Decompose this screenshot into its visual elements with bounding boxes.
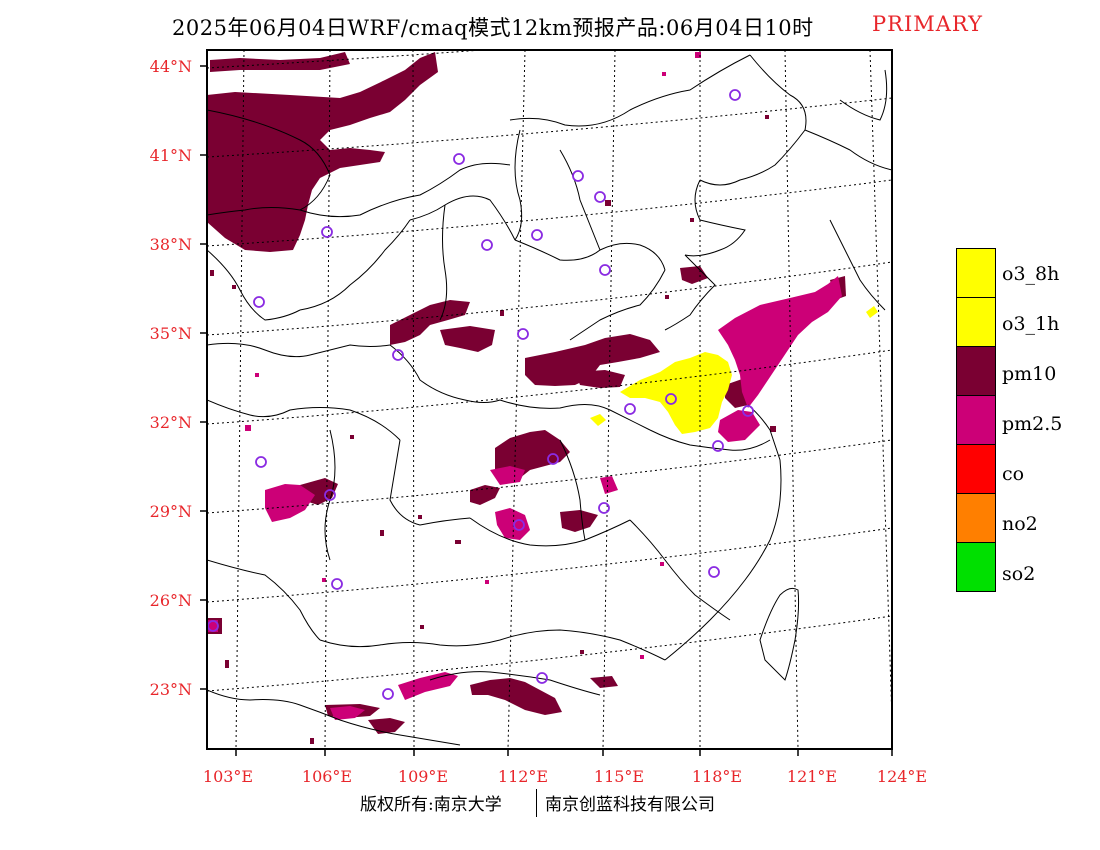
- pm25-areas: [207, 276, 842, 720]
- lon-label: 112°E: [498, 767, 548, 786]
- legend-swatch-pm10: [956, 346, 996, 396]
- map-frame: [206, 49, 893, 750]
- primary-tag: PRIMARY: [872, 12, 983, 36]
- legend-swatch-co: [956, 444, 996, 494]
- lat-label: 23°N: [150, 680, 192, 699]
- latitude-labels: 44°N 41°N 38°N 35°N 32°N 29°N 26°N 23°N: [150, 57, 192, 699]
- legend-swatch-no2: [956, 493, 996, 543]
- lon-label: 118°E: [692, 767, 742, 786]
- legend-label: o3_8h: [1002, 263, 1060, 285]
- legend-label: co: [1002, 463, 1025, 485]
- lat-label: 38°N: [150, 235, 192, 254]
- scattered-cells: [210, 52, 776, 744]
- o3-areas: [590, 306, 878, 434]
- lon-label: 106°E: [302, 767, 352, 786]
- lat-label: 26°N: [150, 591, 192, 610]
- lat-label: 29°N: [150, 502, 192, 521]
- legend-swatch-pm25: [956, 395, 996, 445]
- copyright-right: 南京创蓝科技有限公司: [545, 795, 715, 815]
- lon-label: 115°E: [594, 767, 644, 786]
- copyright-left: 版权所有:南京大学: [360, 795, 502, 815]
- axis-ticks: [200, 65, 893, 756]
- legend-label: o3_1h: [1002, 313, 1060, 335]
- map-title: 2025年06月04日WRF/cmaq模式12km预报产品:06月04日10时: [172, 16, 814, 40]
- boundaries: [207, 54, 892, 746]
- lon-label: 103°E: [203, 767, 253, 786]
- legend-swatch-o3-8h: [956, 248, 996, 298]
- legend-label: so2: [1002, 563, 1036, 585]
- lon-label: 124°E: [877, 767, 927, 786]
- lat-label: 41°N: [150, 146, 192, 165]
- lon-label: 109°E: [398, 767, 448, 786]
- legend-swatch-o3-1h: [956, 297, 996, 347]
- graticule: [207, 50, 892, 749]
- legend-label: pm10: [1002, 363, 1057, 385]
- lat-label: 35°N: [150, 324, 192, 343]
- lat-label: 44°N: [150, 57, 192, 76]
- map-content: [207, 50, 892, 749]
- lon-label: 121°E: [787, 767, 837, 786]
- legend-label: pm2.5: [1002, 413, 1063, 435]
- station-markers: [207, 89, 754, 700]
- pollutant-legend: o3_8h o3_1h pm10 pm2.5 co no2 so2: [956, 248, 1062, 592]
- legend-label: no2: [1002, 513, 1038, 535]
- lat-label: 32°N: [150, 413, 192, 432]
- legend-swatch-so2: [956, 542, 996, 592]
- footer-divider: [536, 789, 537, 817]
- pm10-areas: [207, 52, 846, 734]
- longitude-labels: 103°E 106°E 109°E 112°E 115°E 118°E 121°…: [203, 767, 927, 786]
